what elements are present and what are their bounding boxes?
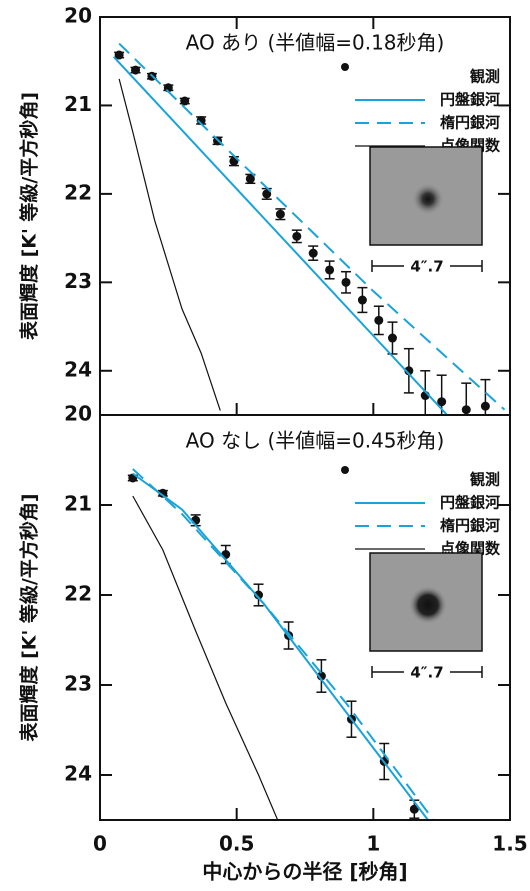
legend-label: 観測 — [470, 68, 500, 86]
data-point — [114, 50, 124, 60]
legend-label: 円盤銀河 — [440, 494, 500, 512]
inset-scale-label: 4″.7 — [410, 664, 443, 682]
data-point — [325, 265, 335, 275]
scale-label-bg — [404, 256, 450, 276]
data-point — [341, 277, 351, 287]
panel-title: AO なし (半値幅=0.45秒角) — [186, 429, 445, 453]
data-point — [409, 804, 419, 814]
legend-label: 観測 — [470, 471, 500, 489]
scale-label-bg — [404, 662, 450, 682]
data-point — [437, 397, 447, 407]
data-point — [245, 174, 255, 184]
y-tick-label: 24 — [64, 762, 92, 786]
profile-line — [132, 468, 435, 820]
legend-label: 楕円銀河 — [440, 114, 500, 132]
legend-label: 楕円銀河 — [440, 517, 500, 535]
y-tick-label: 24 — [64, 357, 92, 381]
data-point — [158, 488, 168, 498]
profile-line — [112, 56, 448, 415]
y-tick-label: 23 — [64, 672, 92, 696]
data-point — [275, 209, 285, 219]
x-tick-label: 0.5 — [219, 832, 254, 856]
y-tick-label: 20 — [64, 402, 92, 426]
inset-source — [408, 585, 448, 625]
inset-scale-label: 4″.7 — [410, 258, 443, 276]
y-tick-label: 20 — [64, 4, 92, 28]
inset-image — [369, 146, 483, 246]
data-point — [292, 231, 302, 241]
data-point — [308, 248, 318, 258]
y-tick-label: 21 — [64, 492, 92, 516]
profile-line — [118, 42, 506, 411]
data-point — [131, 65, 141, 75]
x-tick-label: 1 — [366, 832, 380, 856]
profile-line — [118, 78, 221, 411]
profile-line — [132, 495, 279, 820]
y-tick-label: 21 — [64, 92, 92, 116]
panel-title: AO あり (半値幅=0.18秒角) — [186, 31, 445, 55]
data-point — [387, 333, 397, 343]
plot-area — [127, 468, 435, 820]
data-point — [404, 366, 414, 376]
panel-frame — [99, 414, 511, 821]
data-point — [374, 315, 384, 325]
data-point — [262, 189, 272, 199]
x-tick-label: 0 — [93, 832, 107, 856]
x-axis-label: 中心からの半径 [秒角] — [202, 860, 407, 884]
y-tick-label: 23 — [64, 269, 92, 293]
data-point — [480, 401, 490, 411]
inset-source — [412, 183, 444, 215]
data-point — [254, 590, 264, 600]
plot-area — [112, 42, 506, 415]
y-tick-label: 22 — [64, 180, 92, 204]
y-axis-label: 表面輝度 [K' 等級/平方秒角] — [18, 493, 41, 741]
x-tick-label: 1.5 — [492, 832, 527, 856]
data-point — [357, 295, 367, 305]
data-point — [461, 405, 471, 415]
y-axis-label: 表面輝度 [K' 等級/平方秒角] — [18, 92, 41, 340]
legend-marker — [341, 63, 349, 71]
y-tick-label: 22 — [64, 582, 92, 606]
data-point — [180, 96, 190, 106]
legend-label: 円盤銀河 — [440, 91, 500, 109]
legend-marker — [341, 466, 349, 474]
